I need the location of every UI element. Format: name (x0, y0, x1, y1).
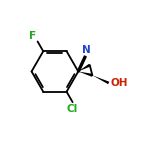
Polygon shape (92, 75, 109, 84)
Text: Cl: Cl (67, 104, 78, 114)
Text: N: N (82, 45, 90, 55)
Text: F: F (29, 31, 36, 41)
Polygon shape (78, 71, 93, 77)
Text: OH: OH (110, 78, 128, 88)
Polygon shape (78, 64, 90, 71)
